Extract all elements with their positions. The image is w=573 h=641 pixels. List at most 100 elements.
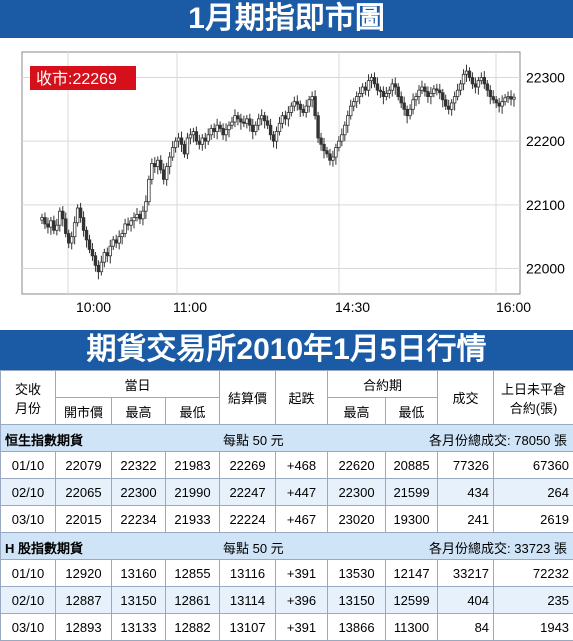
cell-open-interest: 72232 (494, 560, 573, 587)
section-row: H 股指數期貨每點 50 元各月份總成交: 33723 張 (1, 533, 573, 560)
candle-body (391, 84, 394, 90)
candle-body (275, 132, 278, 142)
close-label: 收市:22269 (36, 70, 117, 88)
candle-body (364, 87, 367, 90)
section-unit: 每點 50 元 (223, 430, 284, 449)
candle-body (231, 122, 234, 125)
candle-body (257, 119, 260, 125)
cell-open-interest: 67360 (494, 452, 573, 479)
candle-body (341, 135, 344, 141)
candle-body (118, 237, 121, 243)
candle-body (56, 225, 59, 230)
header-settle: 結算價 (220, 371, 276, 425)
candle-body (225, 130, 228, 135)
candle-body (82, 218, 85, 231)
candle-body (444, 100, 447, 106)
cell-open-interest: 1943 (494, 614, 573, 641)
cell-volume: 84 (438, 614, 494, 641)
candle-body (352, 102, 355, 106)
header-open: 開市價 (56, 398, 112, 425)
candle-body (474, 84, 477, 87)
cell-change: +468 (276, 452, 328, 479)
candle-body (459, 84, 462, 90)
candle-body (296, 102, 299, 105)
candle-body (41, 218, 44, 221)
candle-body (323, 144, 326, 150)
candle-body (355, 97, 358, 102)
cell-settle: 13116 (220, 560, 276, 587)
candle-body (266, 121, 269, 125)
candle-body (53, 221, 56, 231)
cell-low: 21933 (166, 506, 220, 533)
cell-contract-high: 22620 (328, 452, 386, 479)
cell-volume: 33217 (438, 560, 494, 587)
candle-body (97, 265, 100, 271)
candle-body (180, 138, 183, 144)
candle-body (308, 100, 311, 106)
candle-body (171, 148, 174, 158)
candle-body (210, 128, 213, 134)
candle-body (254, 125, 257, 131)
cell-open-interest: 2619 (494, 506, 573, 533)
candle-body (462, 74, 465, 84)
candle-body (489, 90, 492, 96)
cell-open: 12887 (56, 587, 112, 614)
candle-body (349, 106, 352, 116)
candle-body (94, 256, 97, 266)
candle-body (424, 87, 427, 91)
cell-month: 03/10 (1, 614, 56, 641)
cell-contract-high: 23020 (328, 506, 386, 533)
candle-body (513, 97, 516, 99)
candle-body (106, 253, 109, 256)
candle-body (370, 77, 373, 80)
table-title: 期貨交易所2010年1月5日行情 (0, 330, 573, 370)
candle-body (447, 106, 450, 109)
cell-contract-low: 21599 (386, 479, 438, 506)
cell-high: 22234 (112, 506, 166, 533)
candle-body (195, 132, 198, 142)
cell-low: 12882 (166, 614, 220, 641)
header-contract-high: 最高 (328, 398, 386, 425)
candle-body (311, 97, 314, 100)
candle-body (67, 234, 70, 244)
candle-body (456, 90, 459, 96)
cell-low: 12861 (166, 587, 220, 614)
candle-body (361, 87, 364, 93)
candle-body (109, 246, 112, 256)
candle-body (507, 97, 510, 98)
candle-body (409, 109, 412, 115)
candle-body (299, 104, 302, 109)
cell-high: 13160 (112, 560, 166, 587)
candle-body (406, 109, 409, 115)
candle-body (219, 125, 222, 128)
chart-title: 1月期指即市圖 (0, 0, 573, 38)
cell-high: 22300 (112, 479, 166, 506)
candle-body (278, 123, 281, 131)
cell-volume: 77326 (438, 452, 494, 479)
section-name: 恒生指數期貨 (5, 430, 83, 449)
header-day-group: 當日 (56, 371, 220, 398)
cell-change: +447 (276, 479, 328, 506)
candle-body (159, 160, 162, 170)
candle-body (495, 100, 498, 103)
cell-open: 12893 (56, 614, 112, 641)
candle-body (139, 214, 142, 218)
cell-high: 22322 (112, 452, 166, 479)
candle-body (388, 90, 391, 93)
candle-body (73, 223, 76, 237)
candle-body (320, 138, 323, 144)
candle-body (174, 141, 177, 147)
cell-month: 02/10 (1, 587, 56, 614)
y-tick-label: 22100 (526, 197, 565, 213)
candle-body (79, 208, 82, 218)
candle-body (305, 106, 308, 112)
cell-month: 02/10 (1, 479, 56, 506)
cell-contract-high: 22300 (328, 479, 386, 506)
candle-body (501, 102, 504, 106)
